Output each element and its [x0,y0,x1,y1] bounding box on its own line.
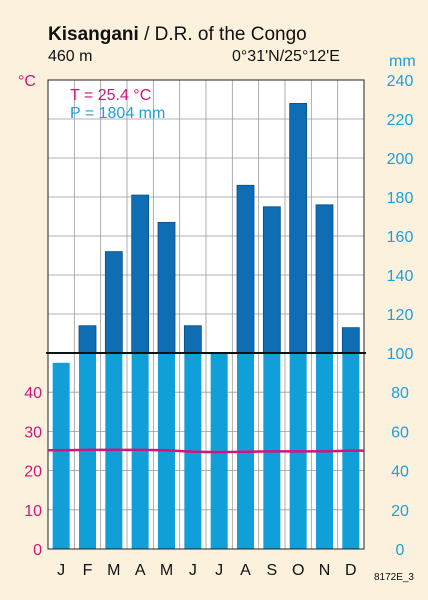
temp-tick-20: 20 [24,464,42,481]
month-label-7: J [215,562,223,579]
precip-bar-5-upper [157,221,176,354]
station-title: Kisangani / D.R. of the Congo [48,24,307,46]
month-label-5: M [160,562,173,579]
station-name: Kisangani [48,24,139,45]
month-label-2: F [83,562,93,579]
precip-tick-240: 240 [387,73,414,90]
precip-bar-9-upper [262,206,281,354]
elevation-label: 460 m [48,48,93,65]
precip-bar-8-upper [236,184,255,354]
month-label-3: M [107,562,120,579]
precip-bar-3-upper [104,251,123,354]
precip-bar-2-upper [78,325,97,354]
month-label-4: A [135,562,146,579]
precip-tick-20: 20 [391,503,409,520]
precip-bar-11-upper [315,204,334,354]
temperature-line [48,448,364,454]
grid-lines [48,79,364,549]
chart-labels: °C mm T = 25.4 °CP = 1804 mm [18,53,416,122]
coordinates-label: 0°31'N/25°12'E [232,48,340,65]
annual-temperature: T = 25.4 °C [70,87,151,104]
month-label-10: O [292,562,304,579]
precip-bar-4-upper [131,194,150,354]
precip-tick-40: 40 [391,464,409,481]
precip-tick-0: 0 [396,542,405,559]
temp-unit-label: °C [18,73,36,90]
precip-tick-80: 80 [391,385,409,402]
precip-bar-6-upper [183,325,202,354]
precip-bar-10-upper [289,103,308,354]
precip-bar-1 [52,362,70,549]
month-label-11: N [319,562,331,579]
month-label-12: D [345,562,357,579]
temperature-series [48,448,364,454]
temp-tick-10: 10 [24,503,42,520]
precip-tick-220: 220 [387,112,414,129]
precip-tick-120: 120 [387,307,414,324]
chart-header: Kisangani / D.R. of the Congo 460 m 0°31… [0,0,428,80]
precip-tick-180: 180 [387,190,414,207]
precip-tick-140: 140 [387,268,414,285]
month-label-9: S [266,562,277,579]
precip-tick-200: 200 [387,151,414,168]
precip-tick-160: 160 [387,229,414,246]
month-label-1: J [57,562,65,579]
precip-bar-12-upper [341,327,360,354]
left-axis-ticks: 0 10 20 30 40 [24,385,42,559]
plot-frame [46,79,366,550]
temp-tick-0: 0 [33,542,42,559]
temp-tick-30: 30 [24,424,42,441]
country-name: / D.R. of the Congo [138,24,307,45]
annual-precipitation: P = 1804 mm [70,105,165,122]
temp-tick-40: 40 [24,385,42,402]
month-label-8: A [240,562,251,579]
precip-tick-100: 100 [387,346,414,363]
figure-code: 8172E_3 [373,572,414,583]
precip-tick-60: 60 [391,424,409,441]
precip-unit-label: mm [389,53,416,70]
plot-border [47,79,365,550]
month-label-6: J [189,562,197,579]
right-axis-ticks: 0 20 40 60 80 100 120 140 160 180 200 220 240 [387,73,414,559]
